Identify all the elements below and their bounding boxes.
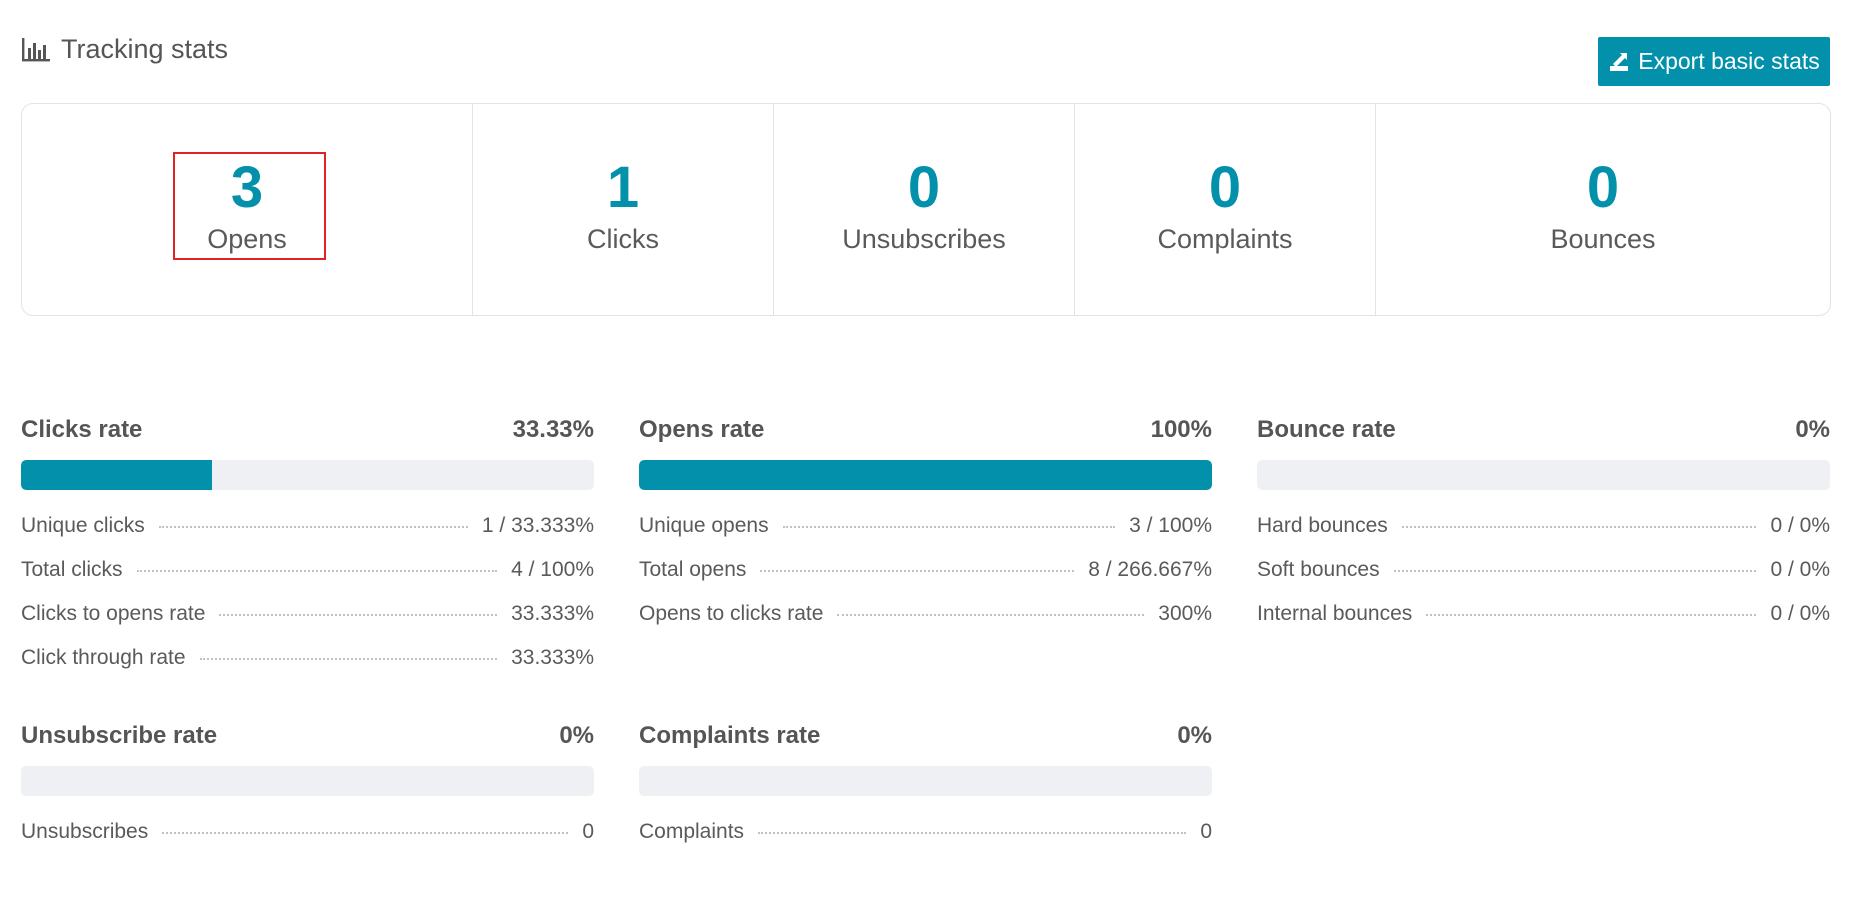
row-value: 4 / 100% <box>511 558 594 581</box>
row-label: Total clicks <box>21 558 123 581</box>
row-value: 0 <box>582 820 594 843</box>
list-item: Hard bounces 0 / 0% <box>1257 514 1830 558</box>
list-item: Soft bounces 0 / 0% <box>1257 558 1830 602</box>
row-value: 3 / 100% <box>1129 514 1212 537</box>
row-label: Clicks to opens rate <box>21 602 206 625</box>
unsubscribe-rate-title: Unsubscribe rate <box>21 722 218 749</box>
bounce-rate-value: 0% <box>1795 416 1830 443</box>
row-value: 0 <box>1200 820 1212 843</box>
row-label: Opens to clicks rate <box>639 602 824 625</box>
list-item: Complaints 0 <box>639 820 1212 864</box>
row-label: Internal bounces <box>1257 602 1413 625</box>
row-value: 0 / 0% <box>1770 602 1830 625</box>
row-value: 33.333% <box>511 646 594 669</box>
opens-rate-value: 100% <box>1150 416 1212 443</box>
stat-unsubscribes-value: 0 <box>907 155 941 220</box>
page-title-row: Tracking stats <box>21 34 228 65</box>
stat-unsubscribes[interactable]: 0 Unsubscribes <box>774 104 1075 315</box>
clicks-rate-progress-fill <box>21 460 212 490</box>
unsubscribe-rate-value: 0% <box>559 722 594 749</box>
opens-rate-title: Opens rate <box>639 416 765 443</box>
unsubscribe-rate-progress-bar <box>21 766 594 796</box>
list-item: Click through rate 33.333% <box>21 646 594 690</box>
row-value: 1 / 33.333% <box>481 514 594 537</box>
opens-rate-section: Opens rate 100% Unique opens 3 / 100% To… <box>639 416 1212 646</box>
list-item: Internal bounces 0 / 0% <box>1257 602 1830 646</box>
stats-summary-box: 3 Opens 1 Clicks 0 Unsubscribes 0 Compla… <box>21 103 1831 316</box>
dotted-leader <box>760 570 1075 572</box>
row-value: 0 / 0% <box>1770 514 1830 537</box>
row-label: Click through rate <box>21 646 186 669</box>
stat-unsubscribes-label: Unsubscribes <box>842 224 1006 254</box>
row-label: Soft bounces <box>1257 558 1380 581</box>
row-label: Unique clicks <box>21 514 145 537</box>
row-value: 33.333% <box>511 602 594 625</box>
row-value: 8 / 266.667% <box>1088 558 1212 581</box>
list-item: Unique clicks 1 / 33.333% <box>21 514 594 558</box>
opens-rate-progress-bar <box>639 460 1212 490</box>
list-item: Total opens 8 / 266.667% <box>639 558 1212 602</box>
list-item: Unique opens 3 / 100% <box>639 514 1212 558</box>
row-label: Unsubscribes <box>21 820 149 843</box>
export-button-label: Export basic stats <box>1638 48 1820 74</box>
row-value: 0 / 0% <box>1770 558 1830 581</box>
stat-clicks-value: 1 <box>606 155 640 220</box>
dotted-leader <box>136 570 498 572</box>
row-label: Hard bounces <box>1257 514 1388 537</box>
stat-bounces-value: 0 <box>1586 155 1620 220</box>
stat-opens-label: Opens <box>207 224 287 254</box>
clicks-rate-section: Clicks rate 33.33% Unique clicks 1 / 33.… <box>21 416 594 690</box>
stat-clicks-label: Clicks <box>587 224 659 254</box>
export-icon <box>1610 52 1629 71</box>
list-item: Opens to clicks rate 300% <box>639 602 1212 646</box>
clicks-rate-title: Clicks rate <box>21 416 143 443</box>
stat-complaints-label: Complaints <box>1157 224 1293 254</box>
export-basic-stats-button[interactable]: Export basic stats <box>1598 37 1830 86</box>
complaints-rate-section: Complaints rate 0% Complaints 0 <box>639 722 1212 864</box>
list-item: Clicks to opens rate 33.333% <box>21 602 594 646</box>
list-item: Unsubscribes 0 <box>21 820 594 864</box>
stat-clicks[interactable]: 1 Clicks <box>473 104 774 315</box>
stat-complaints-value: 0 <box>1208 155 1242 220</box>
complaints-rate-title: Complaints rate <box>639 722 821 749</box>
bounce-rate-progress-bar <box>1257 460 1830 490</box>
dotted-leader <box>1401 526 1757 528</box>
list-item: Total clicks 4 / 100% <box>21 558 594 602</box>
dotted-leader <box>219 614 498 616</box>
bounce-rate-section: Bounce rate 0% Hard bounces 0 / 0% Soft … <box>1257 416 1830 646</box>
bar-chart-icon <box>22 37 50 61</box>
row-value: 300% <box>1158 602 1212 625</box>
stat-opens-value: 3 <box>230 155 264 220</box>
clicks-rate-progress-bar <box>21 460 594 490</box>
dotted-leader <box>758 832 1187 834</box>
dotted-leader <box>162 832 569 834</box>
page-title: Tracking stats <box>61 34 229 64</box>
unsubscribe-rate-section: Unsubscribe rate 0% Unsubscribes 0 <box>21 722 594 864</box>
complaints-rate-value: 0% <box>1177 722 1212 749</box>
row-label: Unique opens <box>639 514 769 537</box>
dotted-leader <box>782 526 1116 528</box>
row-label: Total opens <box>639 558 747 581</box>
opens-rate-progress-fill <box>639 460 1212 490</box>
complaints-rate-progress-bar <box>639 766 1212 796</box>
stat-bounces-label: Bounces <box>1550 224 1656 254</box>
row-label: Complaints <box>639 820 745 843</box>
dotted-leader <box>1426 614 1757 616</box>
bounce-rate-title: Bounce rate <box>1257 416 1396 443</box>
clicks-rate-value: 33.33% <box>512 416 594 443</box>
stat-complaints[interactable]: 0 Complaints <box>1075 104 1376 315</box>
dotted-leader <box>199 658 498 660</box>
stat-bounces[interactable]: 0 Bounces <box>1376 104 1830 315</box>
dotted-leader <box>837 614 1145 616</box>
stat-opens[interactable]: 3 Opens <box>22 104 473 315</box>
dotted-leader <box>158 526 468 528</box>
dotted-leader <box>1393 570 1757 572</box>
